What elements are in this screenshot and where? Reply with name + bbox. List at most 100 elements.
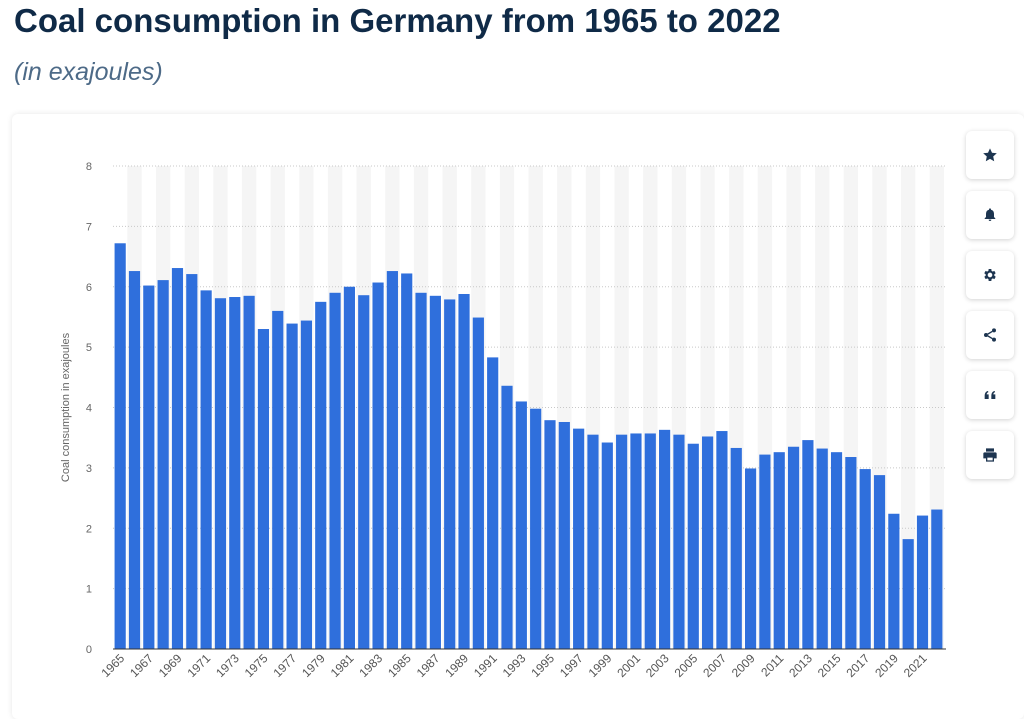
x-tick-label: 1977: [270, 651, 299, 680]
bar: [472, 317, 484, 649]
bar: [315, 301, 327, 649]
bar: [916, 515, 929, 649]
bar: [186, 274, 198, 649]
y-tick-label: 0: [86, 644, 92, 656]
print-button[interactable]: [966, 431, 1014, 479]
bar: [171, 268, 184, 649]
x-tick-label: 2019: [872, 651, 901, 680]
bar: [229, 297, 241, 649]
bell-icon: [982, 207, 998, 223]
bar: [243, 295, 255, 649]
x-tick-label: 2021: [901, 651, 930, 680]
bar: [458, 293, 470, 649]
y-tick-label: 4: [86, 403, 92, 415]
bar: [830, 452, 843, 649]
bar: [744, 468, 757, 649]
bar: [415, 292, 427, 649]
x-tick-label: 2005: [672, 651, 701, 680]
y-tick-label: 5: [86, 342, 92, 354]
bar: [773, 452, 785, 649]
favorite-button[interactable]: [966, 131, 1014, 179]
bar: [515, 401, 527, 649]
y-axis-label: Coal consumption in exajoules: [60, 332, 72, 482]
gear-icon: [982, 267, 998, 283]
x-tick-label: 1971: [184, 651, 213, 680]
bar: [143, 285, 155, 649]
x-tick-label: 1993: [500, 651, 529, 680]
bar: [888, 513, 900, 649]
x-tick-label: 2003: [643, 651, 672, 680]
bar: [702, 436, 714, 649]
bar: [401, 273, 413, 649]
bar: [444, 299, 456, 649]
page-title: Coal consumption in Germany from 1965 to…: [14, 2, 781, 39]
quote-icon: [982, 387, 998, 403]
bar: [343, 286, 355, 649]
x-tick-label: 1989: [442, 651, 471, 680]
bar: [616, 434, 628, 649]
chart-toolbar: [966, 131, 1014, 491]
bar: [759, 454, 771, 649]
bar: [329, 292, 341, 649]
bar: [716, 431, 728, 649]
y-tick-label: 7: [86, 221, 92, 233]
bar: [601, 442, 613, 649]
x-tick-label: 1981: [328, 651, 357, 680]
bar: [214, 298, 227, 649]
bar: [429, 295, 441, 649]
printer-icon: [982, 447, 998, 463]
bar: [787, 446, 800, 649]
settings-button[interactable]: [966, 251, 1014, 299]
bar: [802, 440, 814, 649]
x-tick-label: 1969: [156, 651, 185, 680]
x-tick-label: 1985: [385, 651, 414, 680]
x-tick-label: 2011: [758, 651, 786, 679]
bar: [544, 420, 556, 649]
x-tick-label: 1973: [213, 651, 242, 680]
y-tick-label: 1: [86, 584, 92, 596]
bar: [272, 310, 284, 649]
x-tick-label: 1983: [356, 651, 385, 680]
bar: [300, 320, 313, 649]
y-tick-label: 8: [86, 161, 92, 173]
y-tick-label: 2: [86, 523, 92, 535]
bar: [659, 429, 671, 649]
x-tick-label: 1999: [586, 651, 615, 680]
bar: [587, 434, 599, 649]
bar: [859, 469, 871, 649]
x-tick-label: 1965: [99, 651, 128, 680]
x-tick-label: 1975: [242, 651, 271, 680]
star-icon: [982, 147, 998, 163]
x-tick-label: 2013: [786, 651, 815, 680]
x-tick-label: 2001: [614, 651, 643, 680]
bar: [372, 282, 384, 649]
bar-chart: 0 1 2 3 4 5 6 7 8 1965 1967 1969 1971 1973 1975 1977 197…: [60, 161, 946, 680]
share-button[interactable]: [966, 311, 1014, 359]
y-tick-label: 3: [86, 463, 92, 475]
x-tick-label: 1995: [528, 651, 557, 680]
x-tick-label: 2017: [844, 651, 873, 680]
share-icon: [982, 327, 998, 343]
y-tick-label: 6: [86, 282, 92, 294]
bar: [931, 509, 943, 649]
page-subtitle: (in exajoules): [14, 58, 163, 86]
bar: [157, 280, 169, 649]
bar: [845, 457, 857, 649]
notification-button[interactable]: [966, 191, 1014, 239]
x-tick-label: 1979: [299, 651, 328, 680]
bar: [128, 271, 141, 649]
cite-button[interactable]: [966, 371, 1014, 419]
x-tick-label: 2015: [815, 651, 844, 680]
bar: [673, 434, 685, 649]
bar: [530, 408, 542, 649]
bar: [573, 428, 585, 649]
bar: [487, 357, 499, 649]
x-tick-label: 1997: [557, 651, 586, 680]
bar: [902, 539, 914, 649]
bar: [200, 290, 212, 649]
bar: [286, 323, 298, 649]
bar: [730, 447, 742, 649]
bar: [687, 443, 699, 649]
x-tick-label: 1987: [414, 651, 443, 680]
bar: [816, 448, 828, 649]
